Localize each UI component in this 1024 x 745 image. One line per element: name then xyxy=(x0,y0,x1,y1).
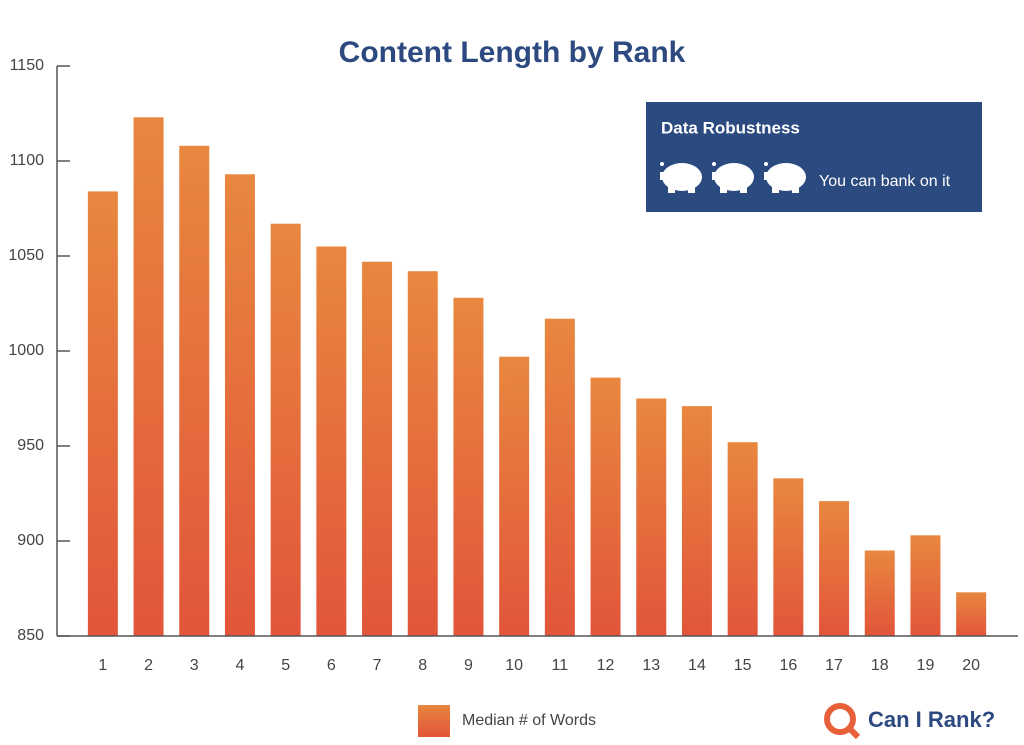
x-tick-label: 5 xyxy=(281,657,290,674)
y-tick-label: 1100 xyxy=(10,152,45,169)
bar xyxy=(499,356,530,636)
bar xyxy=(224,174,255,637)
bar xyxy=(727,442,758,636)
bar xyxy=(270,223,301,636)
y-tick-label: 900 xyxy=(17,532,44,549)
bar xyxy=(316,246,347,636)
robustness-title: Data Robustness xyxy=(661,118,800,137)
x-tick-label: 15 xyxy=(734,657,752,674)
x-tick-label: 8 xyxy=(418,657,427,674)
bar xyxy=(453,297,484,636)
bar xyxy=(179,145,210,637)
x-tick-label: 6 xyxy=(327,657,336,674)
x-tick-label: 1 xyxy=(98,657,107,674)
bar xyxy=(590,377,621,636)
logo: Can I Rank? xyxy=(824,703,995,740)
logo-handle xyxy=(845,724,861,740)
bar xyxy=(133,117,164,637)
x-tick-label: 9 xyxy=(464,657,473,674)
y-tick-label: 1150 xyxy=(10,57,45,74)
chart-title: Content Length by Rank xyxy=(339,36,686,69)
logo-icon xyxy=(824,703,856,735)
x-tick-label: 2 xyxy=(144,657,153,674)
bar xyxy=(362,261,393,636)
y-tick-label: 1000 xyxy=(8,342,44,359)
y-tick-label: 850 xyxy=(17,627,44,644)
x-tick-label: 11 xyxy=(552,657,569,674)
bar xyxy=(864,550,895,636)
x-tick-label: 14 xyxy=(688,657,706,674)
bar xyxy=(87,191,118,636)
bar xyxy=(544,318,575,636)
y-tick-label: 1050 xyxy=(8,247,44,264)
x-tick-label: 20 xyxy=(962,657,980,674)
y-tick-label: 950 xyxy=(17,437,44,454)
bar xyxy=(910,535,941,636)
x-tick-label: 3 xyxy=(190,657,199,674)
bar xyxy=(681,406,712,636)
bar xyxy=(636,398,667,636)
bar xyxy=(956,592,987,636)
x-tick-label: 7 xyxy=(373,657,382,674)
robustness-box: Data Robustness You can bank on it xyxy=(646,102,982,212)
bar xyxy=(819,501,850,636)
x-tick-label: 12 xyxy=(597,657,615,674)
x-tick-label: 13 xyxy=(642,657,660,674)
bar xyxy=(773,478,804,636)
legend-label: Median # of Words xyxy=(462,712,596,729)
logo-text: Can I Rank? xyxy=(868,707,995,732)
x-tick-label: 10 xyxy=(505,657,523,674)
robustness-label: You can bank on it xyxy=(819,173,951,190)
x-tick-label: 4 xyxy=(235,657,244,674)
x-tick-label: 16 xyxy=(779,657,797,674)
bar xyxy=(407,271,438,636)
x-tick-label: 18 xyxy=(871,657,889,674)
pig-icons xyxy=(660,162,806,193)
x-tick-label: 19 xyxy=(917,657,935,674)
x-tick-label: 17 xyxy=(825,657,843,674)
legend-swatch xyxy=(418,705,450,737)
robustness-background xyxy=(646,102,982,212)
